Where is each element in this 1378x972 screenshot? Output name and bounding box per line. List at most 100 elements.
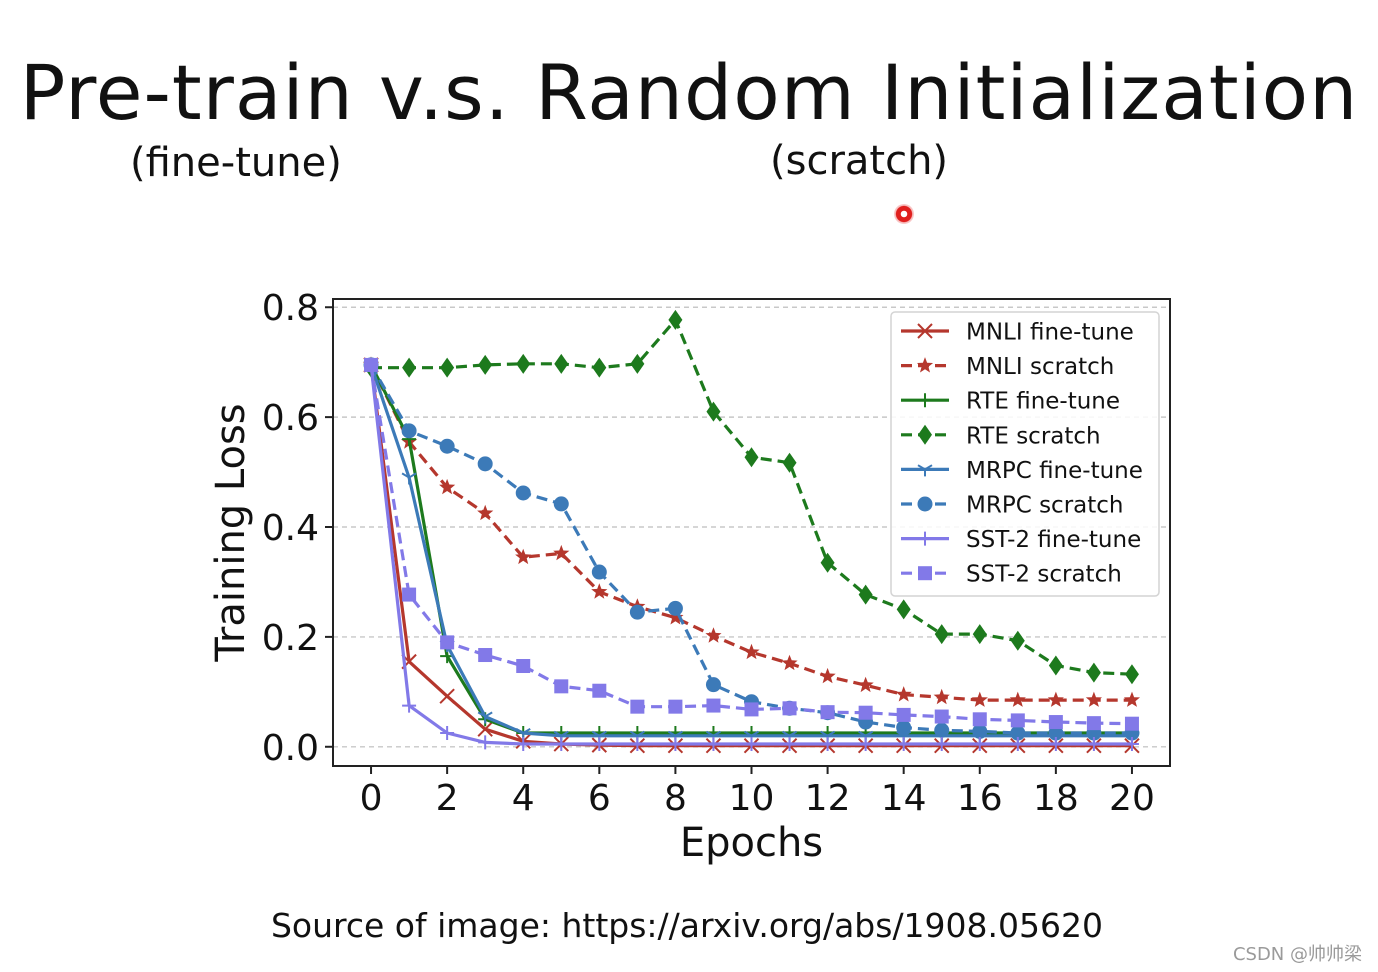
data-point (668, 737, 683, 752)
legend-marker (916, 357, 934, 373)
x-tick-label: 6 (588, 778, 611, 819)
data-point (934, 722, 950, 738)
data-point (553, 496, 569, 512)
data-point (668, 699, 683, 714)
y-tick-label: 0.4 (262, 508, 319, 549)
y-tick-label: 0.8 (262, 288, 319, 329)
data-point (782, 737, 797, 752)
data-point (1048, 715, 1063, 730)
data-point (515, 485, 531, 501)
data-point (706, 401, 721, 422)
legend-item: SST-2 fine-tune (901, 527, 1141, 553)
data-point (667, 600, 683, 616)
data-point (1048, 737, 1063, 752)
data-point (972, 737, 987, 752)
data-point (440, 357, 455, 378)
data-point (895, 686, 912, 702)
data-point (667, 609, 684, 625)
data-point (554, 737, 569, 752)
y-axis-label: Training Loss (208, 403, 254, 662)
laser-pointer-dot (894, 204, 914, 224)
data-point (592, 357, 607, 378)
data-point (440, 726, 455, 741)
data-point (933, 688, 950, 705)
x-tick-label: 16 (957, 778, 1003, 819)
data-point (744, 447, 759, 468)
data-point (629, 604, 645, 620)
x-tick-label: 2 (436, 778, 459, 819)
legend-label: MNLI fine-tune (966, 320, 1134, 346)
legend-label: MNLI scratch (966, 354, 1114, 380)
data-point (819, 667, 836, 684)
data-point (972, 712, 987, 727)
data-point (1124, 664, 1139, 685)
legend-item: RTE scratch (901, 423, 1101, 449)
data-point (781, 654, 798, 671)
legend-label: RTE fine-tune (966, 389, 1120, 415)
series-line-sst-2-scratch (369, 364, 1133, 726)
data-point (1009, 691, 1026, 707)
data-point (1086, 737, 1101, 752)
data-point (477, 711, 493, 724)
data-point (1048, 725, 1064, 741)
data-point (516, 353, 531, 374)
data-point (478, 648, 493, 663)
data-point (554, 679, 569, 694)
data-point (858, 584, 873, 605)
legend-item: MNLI scratch (901, 354, 1114, 380)
data-point (705, 627, 722, 643)
data-point (896, 720, 912, 736)
legend-box (890, 311, 1160, 597)
watermark: CSDN @帅帅梁 (1232, 944, 1362, 965)
data-point (553, 544, 570, 561)
data-point (820, 552, 835, 573)
data-point (592, 683, 607, 698)
data-point (477, 456, 493, 472)
series-sst-2-fine-tune (364, 357, 1139, 752)
data-point (1010, 737, 1025, 752)
legend-item: MRPC fine-tune (901, 458, 1143, 484)
data-point (439, 688, 455, 704)
data-point (630, 353, 645, 374)
legend-label: MRPC fine-tune (966, 458, 1143, 484)
legend-marker (918, 531, 932, 546)
data-point (896, 707, 911, 722)
data-point (364, 357, 379, 372)
data-point (592, 737, 607, 752)
data-point (1085, 691, 1102, 707)
data-point (439, 438, 455, 454)
y-tick-label: 0.2 (262, 618, 319, 659)
data-point (1010, 713, 1025, 728)
data-point (478, 735, 493, 750)
series-line-mnli-scratch (369, 364, 1132, 702)
legend-item: SST-2 scratch (901, 562, 1122, 588)
data-point (782, 452, 797, 473)
legend-item: MRPC scratch (901, 493, 1124, 519)
data-point (1124, 737, 1139, 752)
x-tick-label: 0 (360, 778, 383, 819)
data-point (857, 676, 874, 693)
legend-marker (918, 424, 932, 445)
data-point (972, 624, 987, 645)
data-point (439, 478, 456, 495)
data-point (934, 737, 949, 752)
x-tick-label: 10 (729, 778, 775, 819)
legend-label: SST-2 fine-tune (966, 527, 1141, 553)
data-point (971, 691, 988, 707)
data-point (630, 737, 645, 752)
data-point (1010, 630, 1025, 651)
x-tick-label: 4 (512, 778, 535, 819)
legend-marker (918, 393, 932, 408)
data-point (401, 472, 417, 485)
legend-item: MNLI fine-tune (901, 320, 1134, 346)
data-point (591, 583, 608, 599)
subtitle-scratch: (scratch) (770, 138, 949, 184)
data-point (1123, 691, 1140, 707)
data-point (402, 698, 417, 713)
x-tick-label: 12 (805, 778, 851, 819)
data-point (1086, 662, 1101, 683)
slide-title: Pre-train v.s. Random Initialization (19, 48, 1359, 137)
data-point (706, 737, 721, 752)
legend-marker (918, 566, 932, 581)
